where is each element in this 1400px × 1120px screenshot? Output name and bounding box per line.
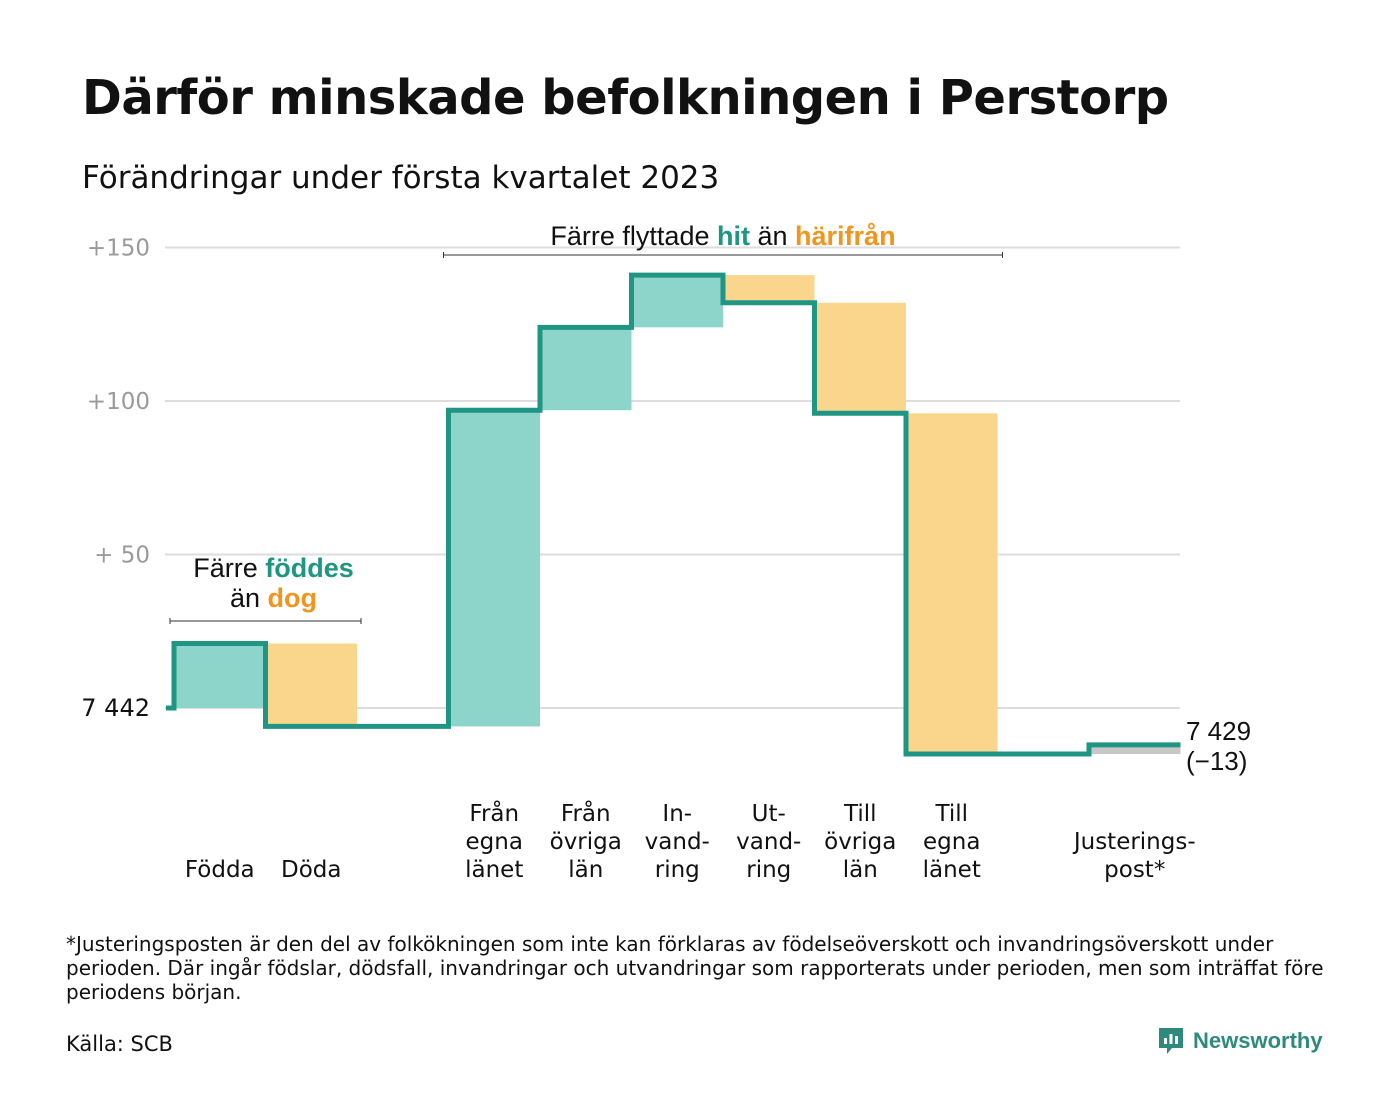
category-label: länet (923, 857, 981, 883)
y-tick-label: +150 (87, 236, 150, 262)
waterfall-bar (814, 302, 906, 414)
waterfall-chart: + 50 +100 +150 7 442 7 429(−13) Födda Döda Från… (81, 221, 1251, 883)
category-label: vand- (736, 829, 801, 855)
category-label: övriga (550, 829, 622, 855)
category-label: Justerings- (1072, 829, 1196, 855)
annotation-span: hit (717, 221, 750, 251)
footnote: *Justeringsposten är den del av folkökni… (66, 932, 1324, 1004)
category-label: Döda (281, 857, 341, 883)
annotation-span: härifrån (795, 221, 896, 251)
source-note: Källa: SCB (66, 1032, 173, 1056)
category-label: vand- (645, 829, 710, 855)
waterfall-bar (1089, 744, 1181, 755)
y-tick-label: +100 (87, 389, 150, 415)
cumulative-step-line (166, 272, 1181, 757)
category-label: Från (469, 799, 519, 827)
waterfall-bar (448, 410, 540, 727)
newsworthy-logo[interactable]: Newsworthy (1157, 1026, 1323, 1056)
category-label: län (568, 857, 603, 883)
category-label: län (843, 857, 878, 883)
annotation-text: än dog (230, 583, 317, 613)
annotation-span: än (750, 221, 795, 251)
chart-title: Därför minskade befolkningen i Perstorp (82, 70, 1169, 126)
annotation-span: Färre (193, 553, 265, 583)
category-label: Till (843, 801, 877, 827)
category-label: egna (466, 829, 523, 855)
waterfall-bar (540, 327, 632, 411)
chart-subtitle: Förändringar under första kvartalet 2023 (82, 160, 720, 196)
category-label: egna (923, 829, 980, 855)
annotation-text: Färre föddes (193, 553, 354, 583)
waterfall-bar (265, 643, 357, 727)
annotation-text: Färre flyttade hit än härifrån (550, 221, 895, 251)
category-label: övriga (824, 829, 896, 855)
waterfall-bar (631, 275, 723, 328)
category-label: In- (662, 801, 692, 827)
waterfall-bar (174, 643, 266, 708)
waterfall-bar (723, 275, 815, 303)
annotation-span: Färre flyttade (550, 221, 717, 251)
category-label: Från (561, 799, 611, 827)
category-label: Ut- (752, 801, 786, 827)
y-tick-label: + 50 (94, 543, 150, 569)
end-value-label: 7 429 (1186, 716, 1251, 746)
annotation-span: föddes (265, 553, 354, 583)
category-label: Födda (185, 857, 255, 883)
category-label: ring (655, 857, 700, 883)
category-label: länet (465, 857, 523, 883)
waterfall-bar (906, 413, 998, 755)
category-label: Till (934, 801, 968, 827)
logo-text: Newsworthy (1193, 1028, 1323, 1053)
annotation-span: än (230, 583, 268, 613)
newsworthy-logo-icon (1159, 1028, 1183, 1054)
annotation-span: dog (268, 583, 317, 613)
end-value-label: (−13) (1186, 746, 1247, 776)
start-value-label: 7 442 (81, 694, 150, 722)
category-label: ring (746, 857, 791, 883)
category-label: post* (1104, 857, 1165, 883)
